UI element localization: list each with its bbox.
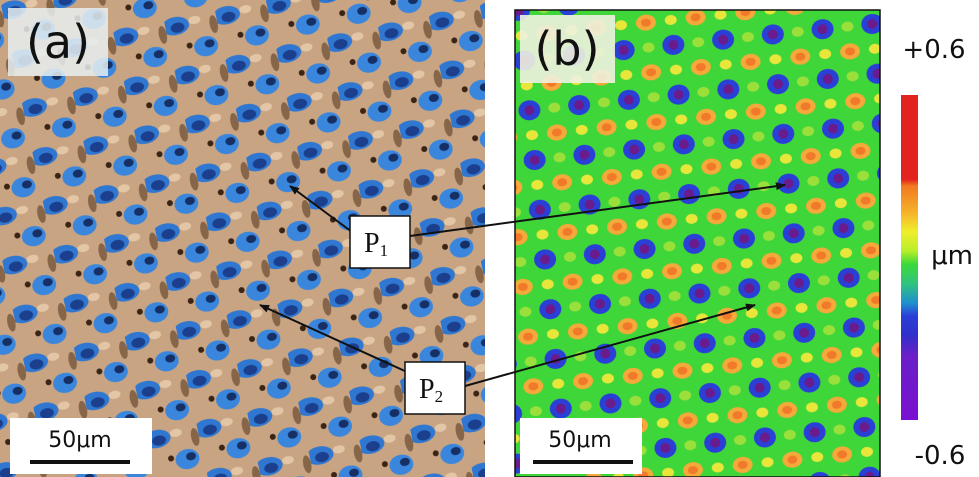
panel-label: (b)	[534, 22, 599, 76]
figure: (a) 50μm (b) 50μm P1 P2 +0.6 μm -0.6	[0, 0, 979, 477]
colorbar-min: -0.6	[915, 441, 966, 471]
point-sub: 1	[380, 241, 389, 260]
colorbar-max: +0.6	[902, 35, 965, 65]
scale-bar-label: 50μm	[548, 428, 611, 453]
colorbar	[901, 95, 918, 420]
colorbar-unit: μm	[931, 241, 973, 271]
scale-bar-label: 50μm	[48, 428, 111, 453]
point-main: P	[419, 374, 435, 405]
point-main: P	[364, 228, 380, 259]
panel-label: (a)	[26, 15, 90, 69]
point-sub: 2	[435, 387, 444, 406]
